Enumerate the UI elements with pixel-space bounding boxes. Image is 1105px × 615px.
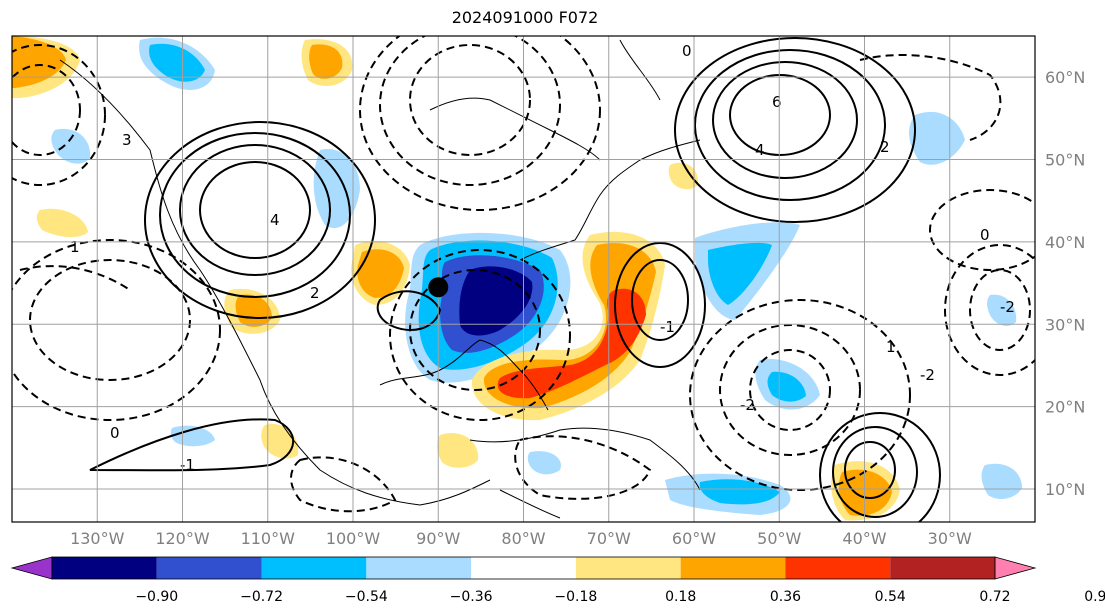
colorbar-segment xyxy=(890,557,995,579)
lon-label: 40°W xyxy=(842,529,886,548)
svg-text:0: 0 xyxy=(682,42,692,60)
contour-lines xyxy=(89,37,941,522)
map-frame xyxy=(11,35,1036,523)
svg-text:-1: -1 xyxy=(180,456,195,474)
lon-label: 30°W xyxy=(928,529,972,548)
lon-label: 70°W xyxy=(587,529,631,548)
svg-text:2: 2 xyxy=(310,284,320,302)
svg-text:1: 1 xyxy=(886,338,896,356)
map-title: 2024091000 F072 xyxy=(451,8,599,27)
lon-label: 130°W xyxy=(70,529,125,548)
coastlines xyxy=(59,39,701,519)
svg-text:-2: -2 xyxy=(920,366,935,384)
lon-label: 110°W xyxy=(241,529,296,548)
lon-label: 120°W xyxy=(155,529,210,548)
contour-labels: 0 1 2 -1 -2 3 4 6 -1 0 2 -2 1 0 -2 4 xyxy=(70,42,1015,474)
colorbar-label: −0.18 xyxy=(554,589,597,605)
map-content: 0 1 2 -1 -2 3 4 6 -1 0 2 -2 1 0 -2 4 xyxy=(12,36,1035,522)
lat-label: 40°N xyxy=(1045,233,1085,252)
longitude-labels: 130°W 120°W 110°W 100°W 90°W 80°W 70°W 6… xyxy=(70,529,972,548)
colorbar-extend-low xyxy=(10,556,53,580)
colorbar-label: 0.18 xyxy=(665,589,696,605)
lon-label: 90°W xyxy=(416,529,460,548)
svg-text:3: 3 xyxy=(122,131,132,149)
colorbar-segment xyxy=(366,557,472,579)
colorbar-label: 0.54 xyxy=(875,589,906,605)
colorbar-segment xyxy=(471,557,576,579)
latitude-labels: 60°N 50°N 40°N 30°N 20°N 10°N xyxy=(1045,68,1085,499)
lat-label: 50°N xyxy=(1045,151,1085,170)
colorbar-label: −0.72 xyxy=(240,589,283,605)
colorbar-extend-high xyxy=(994,556,1037,580)
colorbar-label: −0.54 xyxy=(345,589,388,605)
lon-label: 50°W xyxy=(757,529,801,548)
colorbar-segment xyxy=(261,557,367,579)
colorbar xyxy=(10,556,1037,580)
svg-text:4: 4 xyxy=(270,211,280,229)
svg-text:0: 0 xyxy=(980,226,990,244)
svg-text:6: 6 xyxy=(772,93,782,111)
svg-text:2: 2 xyxy=(880,138,890,156)
lon-label: 100°W xyxy=(326,529,381,548)
colorbar-label: 0.36 xyxy=(770,589,801,605)
svg-text:0: 0 xyxy=(110,424,120,442)
colorbar-label: −0.36 xyxy=(450,589,493,605)
lat-label: 30°N xyxy=(1045,315,1085,334)
lat-label: 10°N xyxy=(1045,480,1085,499)
colorbar-labels: −0.90 −0.72 −0.54 −0.36 −0.18 0.18 0.36 … xyxy=(135,589,1105,605)
gridlines xyxy=(12,36,1035,522)
svg-text:-2: -2 xyxy=(1000,298,1015,316)
colorbar-segment xyxy=(52,557,157,579)
svg-text:-2: -2 xyxy=(740,396,755,414)
colorbar-segment xyxy=(785,557,891,579)
lat-label: 20°N xyxy=(1045,398,1085,417)
lon-label: 80°W xyxy=(501,529,545,548)
colorbar-label: 0.72 xyxy=(979,589,1010,605)
location-marker xyxy=(428,277,449,298)
lat-label: 60°N xyxy=(1045,68,1085,87)
colorbar-frame xyxy=(51,556,996,580)
colorbar-segment xyxy=(575,557,681,579)
svg-text:1: 1 xyxy=(70,238,80,256)
colorbar-segment xyxy=(156,557,262,579)
colorbar-segment xyxy=(680,557,786,579)
colorbar-label: −0.90 xyxy=(135,589,178,605)
colorbar-label: 0.90 xyxy=(1084,589,1105,605)
lon-label: 60°W xyxy=(672,529,716,548)
svg-text:4: 4 xyxy=(755,141,765,159)
svg-text:-1: -1 xyxy=(660,318,675,336)
